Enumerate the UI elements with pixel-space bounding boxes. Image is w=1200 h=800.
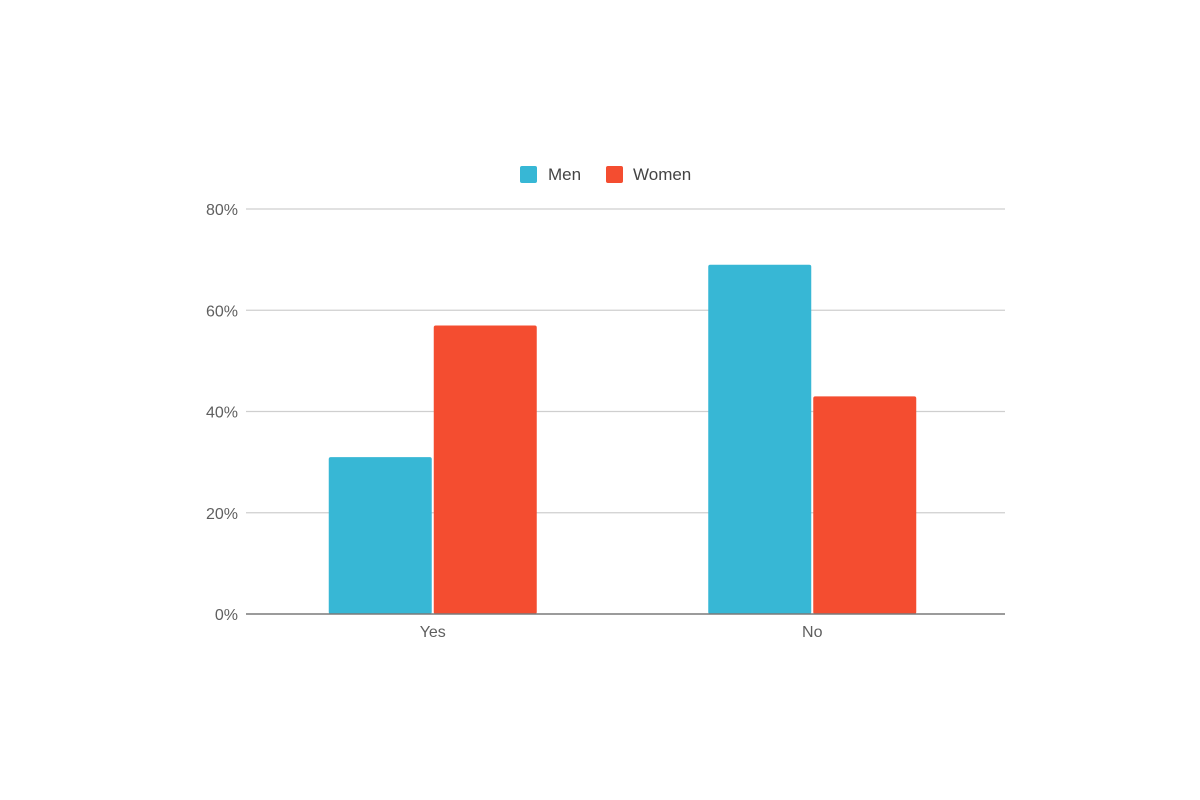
chart-legend: Men Women bbox=[520, 165, 691, 184]
x-tick-label: No bbox=[802, 624, 823, 641]
bar-men-yes bbox=[328, 457, 432, 614]
chart-bars bbox=[328, 264, 917, 614]
y-tick-label: 80% bbox=[206, 202, 238, 219]
y-tick-label: 60% bbox=[206, 303, 238, 320]
y-tick-label: 0% bbox=[215, 607, 238, 624]
y-tick-label: 40% bbox=[206, 405, 238, 422]
bar-men-no bbox=[708, 264, 812, 614]
x-tick-label: Yes bbox=[420, 624, 446, 641]
legend-swatch-women bbox=[606, 166, 623, 183]
legend-label-men: Men bbox=[548, 165, 581, 184]
bar-women-yes bbox=[433, 325, 537, 614]
legend-label-women: Women bbox=[633, 165, 691, 184]
bar-women-no bbox=[813, 396, 917, 614]
legend-swatch-men bbox=[520, 166, 537, 183]
y-tick-label: 20% bbox=[206, 506, 238, 523]
y-axis-ticks: 0% 20% 40% 60% 80% bbox=[206, 202, 238, 624]
x-axis-ticks: Yes No bbox=[420, 624, 823, 641]
